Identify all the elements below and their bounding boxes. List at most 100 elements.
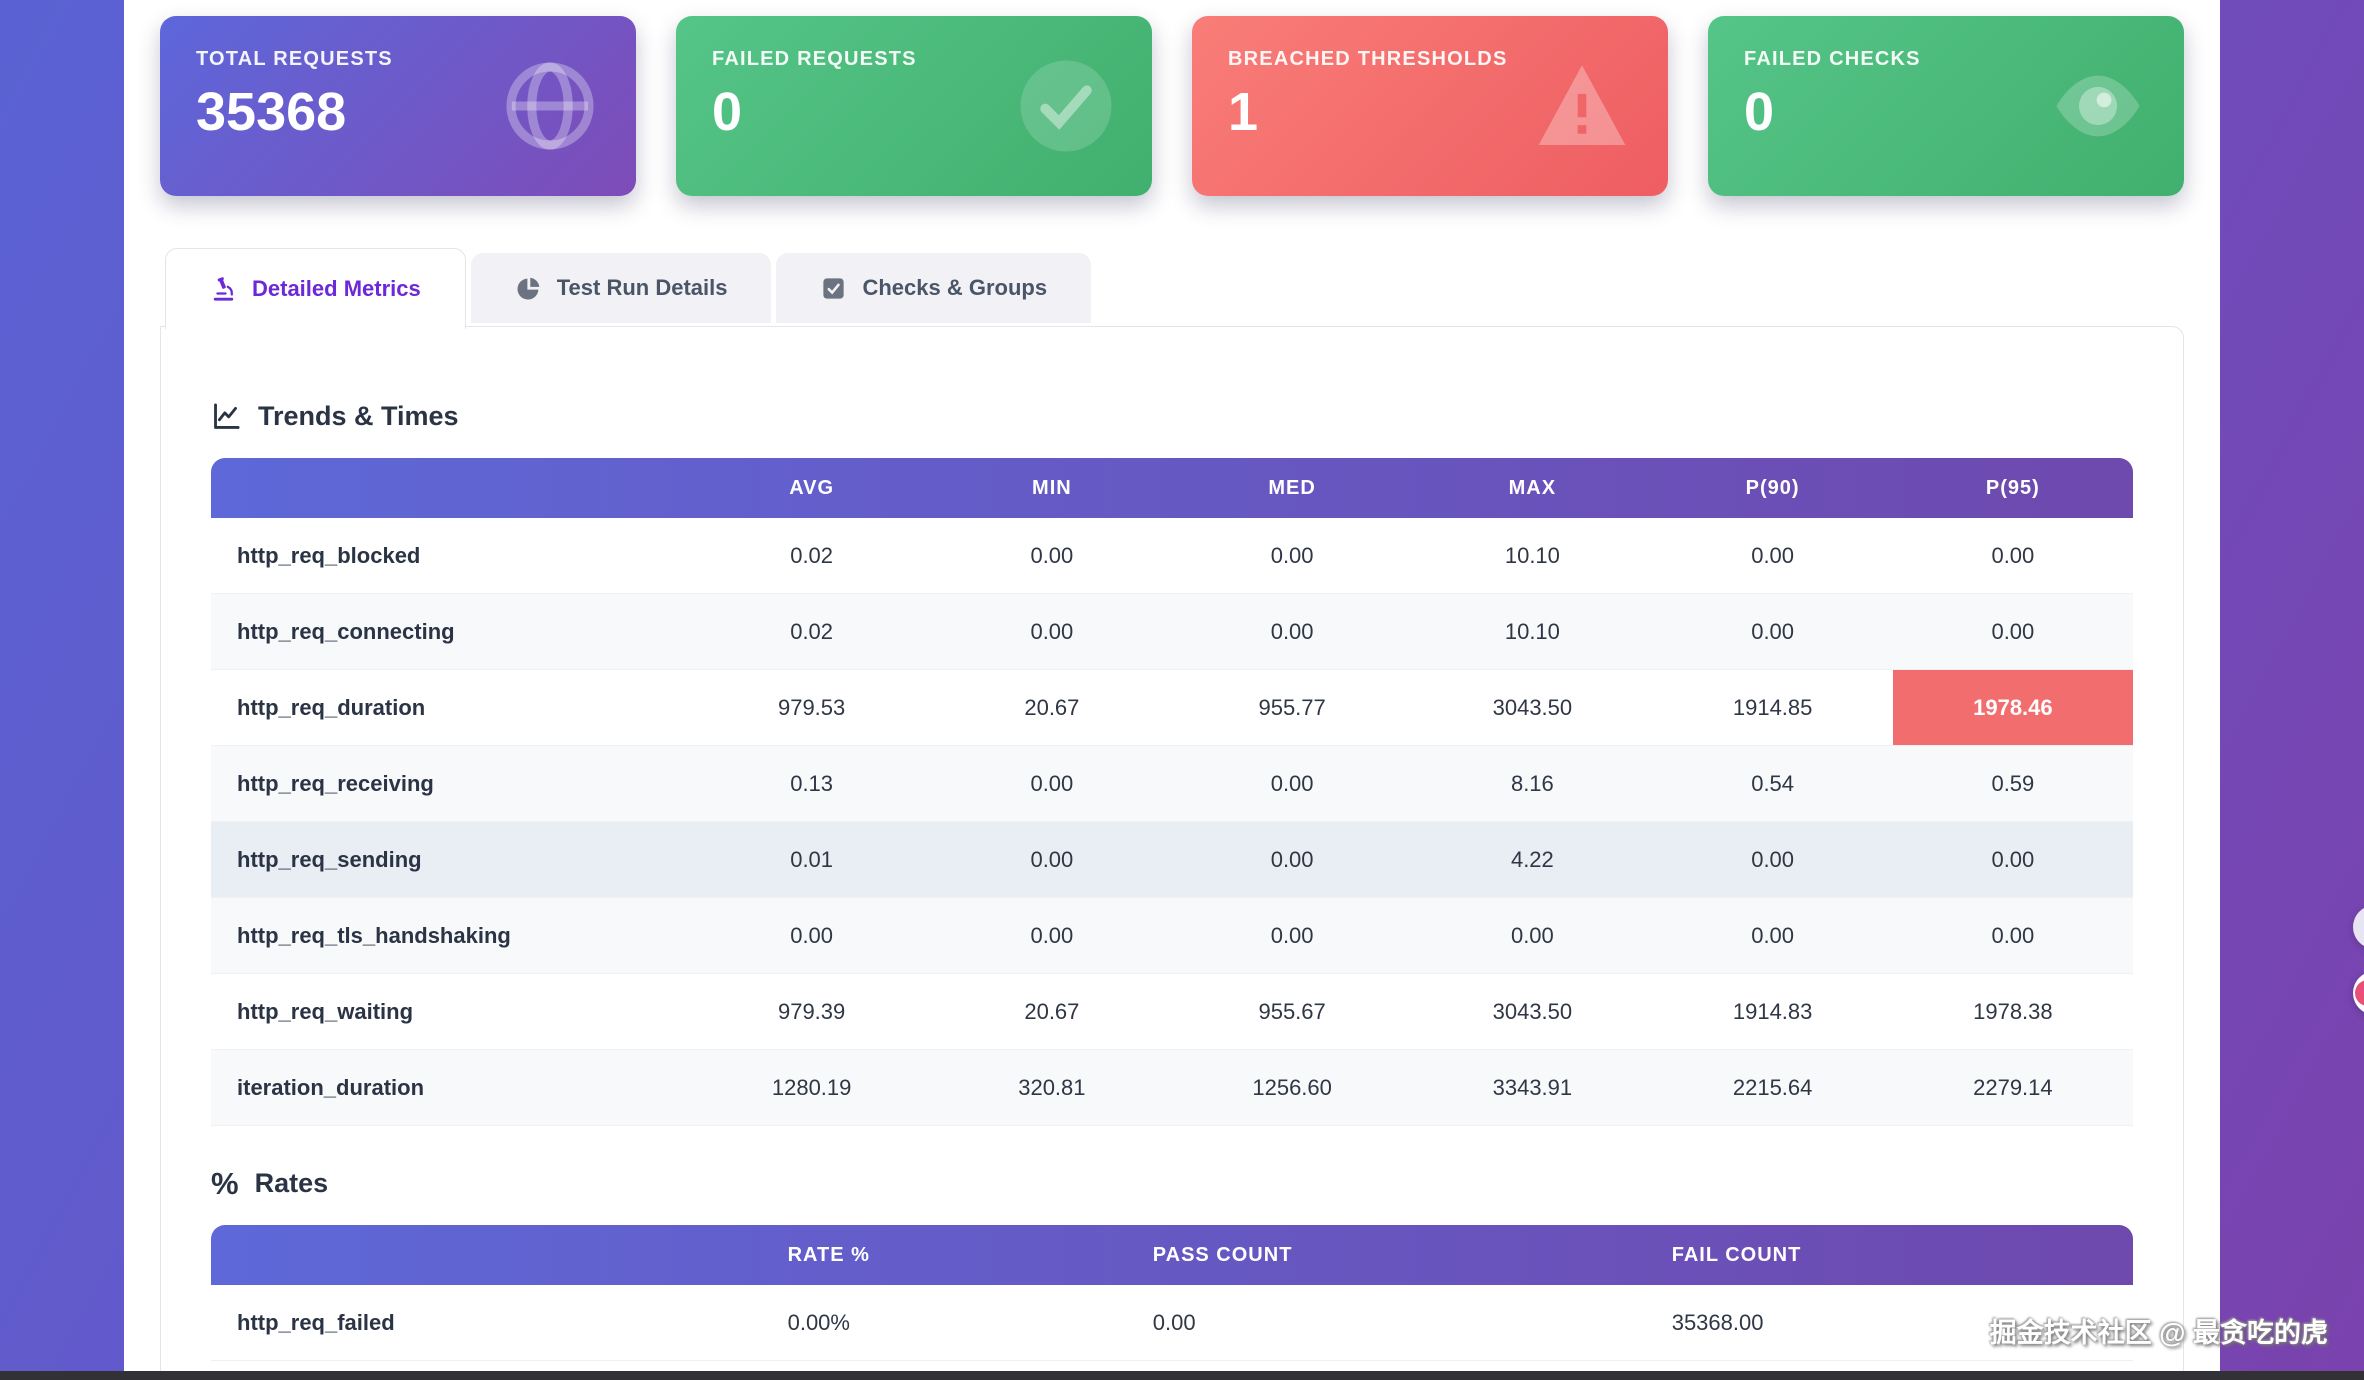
column-header-empty [211, 1225, 788, 1285]
metric-value: 0.00 [1652, 594, 1893, 670]
metric-name: http_req_tls_handshaking [211, 898, 692, 974]
metric-value: 0.00 [1652, 898, 1893, 974]
microscope-icon [213, 276, 234, 301]
chart-line-icon [214, 403, 240, 429]
table-row[interactable]: http_req_failed 0.00% 0.00 35368.00 [211, 1285, 2133, 1361]
check-circle-icon [1020, 60, 1112, 152]
stat-card-failed-requests: FAILED REQUESTS 0 [676, 16, 1152, 196]
percent-icon: % [211, 1166, 239, 1201]
metric-value: 0.02 [691, 518, 932, 594]
column-header: P(90) [1745, 476, 1800, 499]
tab-detailed-metrics[interactable]: Detailed Metrics [165, 248, 466, 329]
metric-value: 0.00 [931, 898, 1172, 974]
floating-scroll-button[interactable] [2353, 905, 2364, 949]
table-row[interactable]: iteration_duration 1280.19 320.81 1256.60 33… [211, 1050, 2133, 1126]
metric-value: 0.00 [1172, 594, 1413, 670]
metric-name: http_req_receiving [211, 746, 692, 822]
metric-value: 1256.60 [1172, 1050, 1413, 1126]
metric-value: 0.00 [1172, 746, 1413, 822]
table-row[interactable]: http_req_blocked 0.02 0.00 0.00 10.10 0.00 0.0… [211, 518, 2133, 594]
metric-value: 20.67 [931, 670, 1172, 746]
warning-triangle-icon [1538, 65, 1626, 145]
trends-table: AVG MIN MED MAX P(90) P(95) http_req_blocked 0… [211, 458, 2133, 1126]
metric-value: 35368.00 [1671, 1285, 2133, 1361]
column-header: AVG [789, 476, 835, 499]
metric-value: 1280.19 [691, 1050, 932, 1126]
pie-chart-icon [517, 277, 540, 300]
column-header: MED [1268, 476, 1316, 499]
table-row[interactable]: http_req_duration 979.53 20.67 955.77 3043.5… [211, 670, 2133, 746]
stat-card-label: TOTAL REQUESTS [196, 48, 393, 70]
metric-value: 1914.83 [1652, 974, 1893, 1050]
column-header: PASS COUNT [1152, 1243, 1293, 1266]
metric-name: http_req_duration [211, 670, 692, 746]
metric-value: 3043.50 [1412, 974, 1653, 1050]
stat-card-breached-thresholds: BREACHED THRESHOLDS 1 [1192, 16, 1668, 196]
metric-value: 20.67 [931, 974, 1172, 1050]
metric-value: 3343.91 [1412, 1050, 1653, 1126]
table-header-row: AVG MIN MED MAX P(90) P(95) [211, 458, 2133, 518]
metric-name: http_req_sending [211, 822, 692, 898]
metric-value: 955.67 [1172, 974, 1413, 1050]
metric-value: 0.00 [1652, 822, 1893, 898]
check-square-icon [823, 277, 845, 299]
tab-bar: Detailed Metrics Test Run Details Checks… [160, 248, 2184, 329]
metric-value: 0.54 [1652, 746, 1893, 822]
tab-label: Detailed Metrics [252, 276, 421, 301]
column-header: P(95) [1985, 476, 2040, 499]
tab-test-run-details[interactable]: Test Run Details [470, 253, 772, 323]
stat-card-label: FAILED REQUESTS [712, 48, 917, 70]
metric-name: http_req_blocked [211, 518, 692, 594]
tab-label: Test Run Details [556, 275, 728, 300]
metric-value: 0.00 [1892, 518, 2133, 594]
metric-value: 10.10 [1412, 518, 1653, 594]
globe-icon [506, 62, 594, 150]
metric-value: 1914.85 [1652, 670, 1893, 746]
stat-card-value: 35368 [196, 82, 347, 142]
metric-name: http_req_waiting [211, 974, 692, 1050]
stat-card-failed-checks: FAILED CHECKS 0 [1708, 16, 2184, 196]
metric-value: 0.00 [1172, 518, 1413, 594]
metric-value: 0.02 [691, 594, 932, 670]
stat-card-value: 0 [712, 82, 743, 142]
table-row[interactable]: http_req_receiving 0.13 0.00 0.00 8.16 0.54 0.… [211, 746, 2133, 822]
stat-card-label: BREACHED THRESHOLDS [1228, 48, 1508, 70]
tab-label: Checks & Groups [862, 275, 1048, 300]
table-row[interactable]: http_req_waiting 979.39 20.67 955.67 3043.50… [211, 974, 2133, 1050]
metric-value: 0.00 [691, 898, 932, 974]
window-bottom-edge [0, 1371, 2364, 1380]
metric-value: 320.81 [931, 1050, 1172, 1126]
metric-value: 0.59 [1892, 746, 2133, 822]
column-header: FAIL COUNT [1671, 1243, 1802, 1266]
rates-table: RATE % PASS COUNT FAIL COUNT http_req_fail… [211, 1225, 2133, 1361]
tab-checks-groups[interactable]: Checks & Groups [776, 253, 1092, 323]
rates-section-heading: % Rates [211, 1168, 2133, 1199]
table-row[interactable]: http_req_tls_handshaking 0.00 0.00 0.00 0.00… [211, 898, 2133, 974]
metric-value: 0.00 [1172, 898, 1413, 974]
section-title: Trends & Times [258, 401, 459, 431]
stat-card-value: 1 [1228, 82, 1259, 142]
metric-value: 955.77 [1172, 670, 1413, 746]
metric-value: 0.00 [931, 594, 1172, 670]
column-header: MIN [1032, 476, 1072, 499]
stat-card-value: 0 [1744, 82, 1775, 142]
metric-value: 2215.64 [1652, 1050, 1893, 1126]
table-row[interactable]: http_req_connecting 0.02 0.00 0.00 10.10 0.00… [211, 594, 2133, 670]
column-header-empty [211, 458, 692, 518]
metric-value: 0.00 [1652, 518, 1893, 594]
metric-value: 0.00% [787, 1285, 1153, 1361]
section-title: Rates [254, 1168, 329, 1198]
metric-value: 979.39 [691, 974, 932, 1050]
metric-name: iteration_duration [211, 1050, 692, 1126]
metric-name: http_req_failed [211, 1285, 788, 1361]
floating-like-button[interactable] [2353, 971, 2364, 1015]
metric-value: 3043.50 [1412, 670, 1653, 746]
metric-value: 0.00 [1412, 898, 1653, 974]
table-row[interactable]: http_req_sending 0.01 0.00 0.00 4.22 0.00 0.00 [211, 822, 2133, 898]
detailed-metrics-panel: Trends & Times AVG MIN MED MAX P(90) P(95) ht… [160, 326, 2184, 1380]
metric-value: 8.16 [1412, 746, 1653, 822]
metric-value-breached: 1978.46 [1892, 670, 2133, 746]
metric-value: 4.22 [1412, 822, 1653, 898]
eye-icon [2056, 75, 2140, 137]
metric-value: 0.00 [1172, 822, 1413, 898]
